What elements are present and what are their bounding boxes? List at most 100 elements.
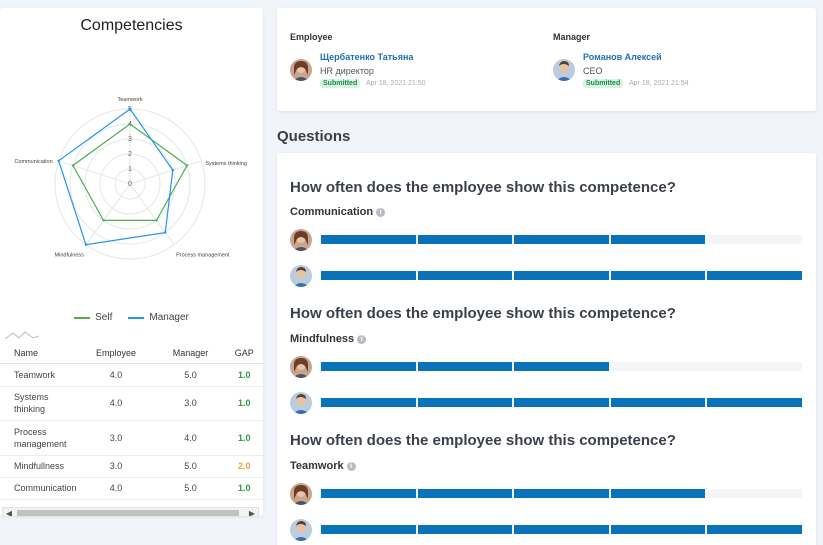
- score-segment: [417, 489, 513, 498]
- row-employee: 4.0: [76, 477, 156, 500]
- row-name: Communication: [0, 477, 77, 500]
- score-segment: [707, 398, 802, 407]
- radar-scale-label: 3: [128, 136, 132, 143]
- avatar-woman-icon: [290, 59, 312, 81]
- radar-axis-line: [129, 160, 202, 185]
- competencies-card: Competencies Teamwork Systems thinking Pro…: [0, 8, 263, 516]
- score-bar: [321, 362, 802, 371]
- score-segment: [514, 271, 609, 280]
- employee-role-label: Employee: [290, 32, 333, 42]
- score-segment: [707, 271, 802, 280]
- scroll-right-icon[interactable]: ▶: [248, 509, 256, 516]
- manager-avatar[interactable]: [553, 59, 575, 81]
- radar-axis-label: Mindfulness: [55, 253, 85, 259]
- avatar-man-icon: [290, 265, 312, 287]
- score-segment: [514, 525, 609, 534]
- avatar-man-icon: [290, 519, 312, 541]
- legend-self[interactable]: Self: [74, 312, 112, 323]
- radar-scale-label: 1: [128, 166, 132, 173]
- competence-label: Teamwork: [290, 460, 344, 472]
- table-row: Teamwork 4.0 5.0 1.0: [0, 363, 263, 387]
- radar-axis-label: Teamwork: [117, 97, 142, 103]
- manager-answer-row: [290, 519, 804, 541]
- score-segment: [610, 489, 706, 498]
- col-gap-header[interactable]: GAP: [225, 343, 263, 364]
- col-name-header[interactable]: Name: [0, 343, 77, 364]
- manager-status-badge: Submitted: [583, 79, 624, 88]
- manager-date: Apr 18, 2021 21:54: [629, 80, 689, 87]
- scrollbar-thumb[interactable]: [17, 510, 239, 516]
- radar-axis-label: Communication: [14, 159, 52, 165]
- radar-axis-line: [85, 183, 131, 245]
- radar-axis-line: [129, 183, 175, 245]
- legend-self-swatch: [74, 316, 91, 319]
- employee-answer-row: [290, 229, 804, 251]
- row-employee: 3.0: [76, 455, 156, 478]
- employee-date: Apr 18, 2021 21:50: [366, 80, 426, 87]
- legend-manager[interactable]: Manager: [128, 312, 189, 323]
- radar-point: [57, 159, 60, 163]
- legend-manager-swatch: [128, 316, 145, 319]
- row-manager: 5.0: [155, 363, 226, 387]
- row-name: Process management: [0, 420, 77, 456]
- score-segment: [321, 398, 416, 407]
- manager-title: CEO: [583, 66, 603, 76]
- row-gap: 1.0: [225, 386, 263, 421]
- employee-avatar: [290, 483, 312, 505]
- avatar-man-icon: [290, 392, 312, 414]
- row-gap: 1.0: [225, 363, 263, 387]
- radar-scale-label: 0: [128, 181, 132, 188]
- row-name: Teamwork: [0, 363, 77, 387]
- manager-role-label: Manager: [553, 32, 591, 42]
- question-heading: How often does the employee show this co…: [290, 432, 676, 449]
- radar-point: [155, 219, 158, 222]
- scroll-left-icon[interactable]: ◀: [5, 509, 13, 516]
- manager-name-link[interactable]: Романов Алексей: [583, 52, 662, 62]
- score-bar: [321, 489, 802, 498]
- questions-title: Questions: [277, 128, 351, 145]
- question-competence: Teamwork i: [290, 460, 356, 472]
- chart-legend: Self Manager: [0, 312, 263, 323]
- score-segment: [321, 525, 416, 534]
- score-segment: [514, 235, 609, 244]
- employee-avatar[interactable]: [290, 59, 312, 81]
- competencies-table: Name Employee Manager GAP Teamwork 4.0 5…: [0, 343, 263, 500]
- participants-card: Employee Щербатенко Татьяна HR директор …: [277, 8, 816, 111]
- score-segment: [514, 362, 609, 371]
- manager-avatar: [290, 392, 312, 414]
- employee-name-link[interactable]: Щербатенко Татьяна: [320, 52, 414, 62]
- competencies-title: Competencies: [80, 17, 183, 34]
- employee-answer-row: [290, 483, 804, 505]
- avatar-woman-icon: [290, 483, 312, 505]
- score-segment: [321, 235, 416, 244]
- info-icon[interactable]: i: [346, 461, 356, 471]
- table-row: Systems thinking 4.0 3.0 1.0: [0, 386, 263, 421]
- score-segment: [417, 362, 513, 371]
- radar-point: [164, 231, 167, 234]
- score-segment: [610, 525, 706, 534]
- horizontal-scrollbar[interactable]: ◀ ▶: [2, 507, 259, 516]
- score-bar: [321, 525, 802, 534]
- score-segment: [514, 489, 609, 498]
- score-segment: [610, 271, 706, 280]
- question-heading: How often does the employee show this co…: [290, 305, 676, 322]
- radar-point: [185, 164, 189, 167]
- score-segment: [417, 271, 513, 280]
- radar-point: [71, 164, 75, 167]
- employee-answer-row: [290, 356, 804, 378]
- col-employee-header[interactable]: Employee: [76, 343, 156, 364]
- row-employee: 4.0: [76, 386, 156, 421]
- table-row: Mindfullness 3.0 5.0 2.0: [0, 455, 263, 478]
- radar-series-manager: [57, 108, 174, 246]
- score-bar: [321, 398, 802, 407]
- row-manager: 3.0: [155, 386, 226, 421]
- radar-point: [84, 243, 88, 246]
- row-employee: 4.0: [76, 363, 156, 387]
- radar-chart: Teamwork Systems thinking Process manageme…: [14, 97, 247, 260]
- info-icon[interactable]: i: [357, 334, 367, 344]
- radar-axis-line: [58, 160, 131, 185]
- info-icon[interactable]: i: [376, 207, 386, 217]
- radar-point: [128, 122, 132, 126]
- employee-title: HR директор: [320, 66, 374, 76]
- col-manager-header[interactable]: Manager: [155, 343, 226, 364]
